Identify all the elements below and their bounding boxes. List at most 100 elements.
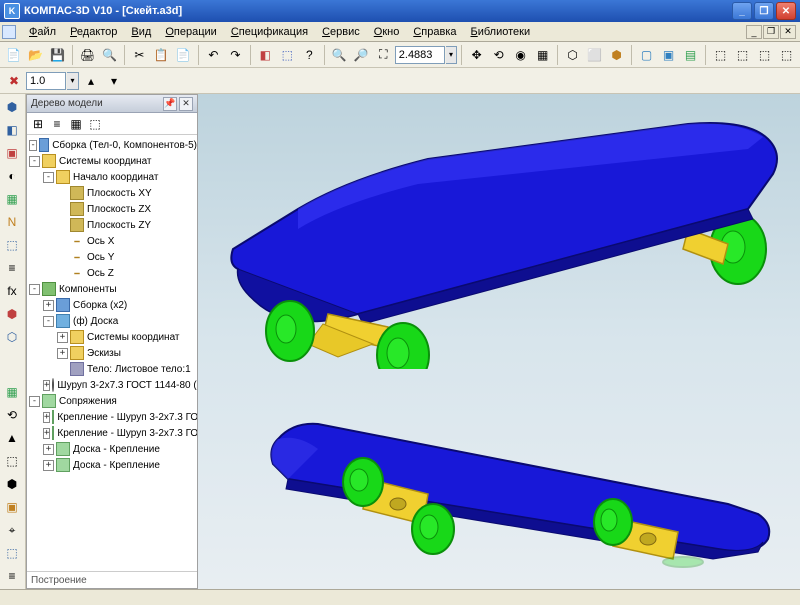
tree-expander[interactable]: + bbox=[43, 460, 54, 471]
tree-close-button[interactable]: ✕ bbox=[179, 97, 193, 111]
scale-up-button[interactable]: ▴ bbox=[80, 70, 102, 92]
lt-7[interactable]: ⬚ bbox=[1, 234, 23, 256]
scale-input[interactable] bbox=[26, 72, 66, 90]
tree-row[interactable]: -Компоненты bbox=[27, 281, 197, 297]
lt-b4[interactable]: ⬚ bbox=[1, 450, 23, 472]
tree-row[interactable]: +Эскизы bbox=[27, 345, 197, 361]
lt-2[interactable]: ◧ bbox=[1, 119, 23, 141]
lt-4[interactable]: ◐ bbox=[1, 165, 23, 187]
lt-b1[interactable]: ▦ bbox=[1, 381, 23, 403]
view-button[interactable]: ▦ bbox=[532, 44, 553, 66]
lt-b9[interactable]: ≡ bbox=[1, 565, 23, 587]
hidden-button[interactable]: ▣ bbox=[658, 44, 679, 66]
print-button[interactable]: 🖨 bbox=[77, 44, 98, 66]
minimize-button[interactable]: _ bbox=[732, 2, 752, 20]
tree-row[interactable]: ⎯Ось Z bbox=[27, 265, 197, 281]
tree-expander[interactable]: - bbox=[29, 396, 40, 407]
tree-row[interactable]: +Доска - Крепление bbox=[27, 457, 197, 473]
tree-expander[interactable]: + bbox=[43, 428, 50, 439]
tree-row[interactable]: Плоскость XY bbox=[27, 185, 197, 201]
wire-button[interactable]: ▢ bbox=[636, 44, 657, 66]
menu-Спецификация[interactable]: Спецификация bbox=[224, 24, 315, 40]
lt-b6[interactable]: ▣ bbox=[1, 496, 23, 518]
menu-Библиотеки[interactable]: Библиотеки bbox=[464, 24, 538, 40]
tree-expander[interactable]: - bbox=[43, 172, 54, 183]
x1-button[interactable]: ⬚ bbox=[710, 44, 731, 66]
maximize-button[interactable]: ❐ bbox=[754, 2, 774, 20]
scale-dropdown[interactable]: ▾ bbox=[67, 72, 79, 90]
stop-button[interactable]: ✖ bbox=[3, 70, 25, 92]
tree-row[interactable]: -Системы координат bbox=[27, 153, 197, 169]
preview-button[interactable]: 🔍 bbox=[99, 44, 120, 66]
lt-1[interactable]: ⬢ bbox=[1, 96, 23, 118]
tree-expander[interactable]: - bbox=[43, 316, 54, 327]
tree-row[interactable]: ⎯Ось X bbox=[27, 233, 197, 249]
mdi-minimize-button[interactable]: _ bbox=[746, 25, 762, 39]
front-button[interactable]: ⬜ bbox=[584, 44, 605, 66]
tree-row[interactable]: Плоскость ZY bbox=[27, 217, 197, 233]
lt-b7[interactable]: ⌖ bbox=[1, 519, 23, 541]
lt-10[interactable]: ⬢ bbox=[1, 303, 23, 325]
open-button[interactable]: 📂 bbox=[25, 44, 46, 66]
tree-pin-button[interactable]: 📌 bbox=[163, 97, 177, 111]
paste-button[interactable]: 📄 bbox=[173, 44, 194, 66]
tree-row[interactable]: -Начало координат bbox=[27, 169, 197, 185]
menu-Файл[interactable]: Файл bbox=[22, 24, 63, 40]
redo-button[interactable]: ↷ bbox=[225, 44, 246, 66]
tree-expander[interactable]: + bbox=[43, 380, 50, 391]
tool-b[interactable]: ⬚ bbox=[277, 44, 298, 66]
tree-row[interactable]: +Крепление - Шуруп 3-2x7.3 ГОСТ 11 bbox=[27, 425, 197, 441]
iso-button[interactable]: ⬡ bbox=[562, 44, 583, 66]
pan-button[interactable]: ✥ bbox=[466, 44, 487, 66]
tree-body[interactable]: -Сборка (Тел-0, Компонентов-5)-Системы к… bbox=[27, 135, 197, 571]
tree-expander[interactable]: - bbox=[29, 284, 40, 295]
tree-row[interactable]: -Сопряжения bbox=[27, 393, 197, 409]
coord-input[interactable] bbox=[395, 46, 445, 64]
3d-viewport[interactable] bbox=[198, 94, 800, 589]
lt-b2[interactable]: ⟲ bbox=[1, 404, 23, 426]
orbit-button[interactable]: ◉ bbox=[510, 44, 531, 66]
rotate-button[interactable]: ⟲ bbox=[488, 44, 509, 66]
tree-row[interactable]: -Сборка (Тел-0, Компонентов-5) bbox=[27, 137, 197, 153]
tree-row[interactable]: Плоскость ZX bbox=[27, 201, 197, 217]
tree-row[interactable]: +Крепление - Шуруп 3-2x7.3 ГОСТ 11 bbox=[27, 409, 197, 425]
x2-button[interactable]: ⬚ bbox=[732, 44, 753, 66]
cut-button[interactable]: ✂ bbox=[129, 44, 150, 66]
menu-Справка[interactable]: Справка bbox=[406, 24, 463, 40]
tool-a[interactable]: ◧ bbox=[255, 44, 276, 66]
tree-expander[interactable]: + bbox=[57, 332, 68, 343]
new-button[interactable]: 📄 bbox=[3, 44, 24, 66]
lt-9[interactable]: fx bbox=[1, 280, 23, 302]
copy-button[interactable]: 📋 bbox=[151, 44, 172, 66]
tree-expander[interactable]: - bbox=[29, 140, 37, 151]
menu-Операции[interactable]: Операции bbox=[158, 24, 223, 40]
menu-Сервис[interactable]: Сервис bbox=[315, 24, 367, 40]
menu-Окно[interactable]: Окно bbox=[367, 24, 407, 40]
x4-button[interactable]: ⬚ bbox=[776, 44, 797, 66]
x3-button[interactable]: ⬚ bbox=[754, 44, 775, 66]
lt-3[interactable]: ▣ bbox=[1, 142, 23, 164]
tree-tb-3[interactable]: ▦ bbox=[67, 115, 85, 133]
shade-button[interactable]: ⬢ bbox=[606, 44, 627, 66]
tree-expander[interactable]: + bbox=[43, 300, 54, 311]
tree-row[interactable]: +Системы координат bbox=[27, 329, 197, 345]
shaded-button[interactable]: ▤ bbox=[680, 44, 701, 66]
tree-row[interactable]: ⎯Ось Y bbox=[27, 249, 197, 265]
menu-Вид[interactable]: Вид bbox=[124, 24, 158, 40]
zoom-fit-button[interactable]: ⛶ bbox=[373, 44, 394, 66]
tool-c[interactable]: ? bbox=[299, 44, 320, 66]
tree-expander[interactable]: - bbox=[29, 156, 40, 167]
zoom-out-button[interactable]: 🔎 bbox=[351, 44, 372, 66]
menu-Редактор[interactable]: Редактор bbox=[63, 24, 124, 40]
tree-row[interactable]: +Шуруп 3-2x7.3 ГОСТ 1144-80 (x2) bbox=[27, 377, 197, 393]
tree-expander[interactable]: + bbox=[57, 348, 68, 359]
tree-tb-2[interactable]: ≡ bbox=[48, 115, 66, 133]
tree-expander[interactable]: + bbox=[43, 444, 54, 455]
lt-6[interactable]: N bbox=[1, 211, 23, 233]
mdi-close-button[interactable]: ✕ bbox=[780, 25, 796, 39]
undo-button[interactable]: ↶ bbox=[203, 44, 224, 66]
tree-row[interactable]: -(ф) Доска bbox=[27, 313, 197, 329]
lt-b5[interactable]: ⬢ bbox=[1, 473, 23, 495]
tree-row[interactable]: +Доска - Крепление bbox=[27, 441, 197, 457]
coord-dropdown[interactable]: ▾ bbox=[446, 46, 457, 64]
